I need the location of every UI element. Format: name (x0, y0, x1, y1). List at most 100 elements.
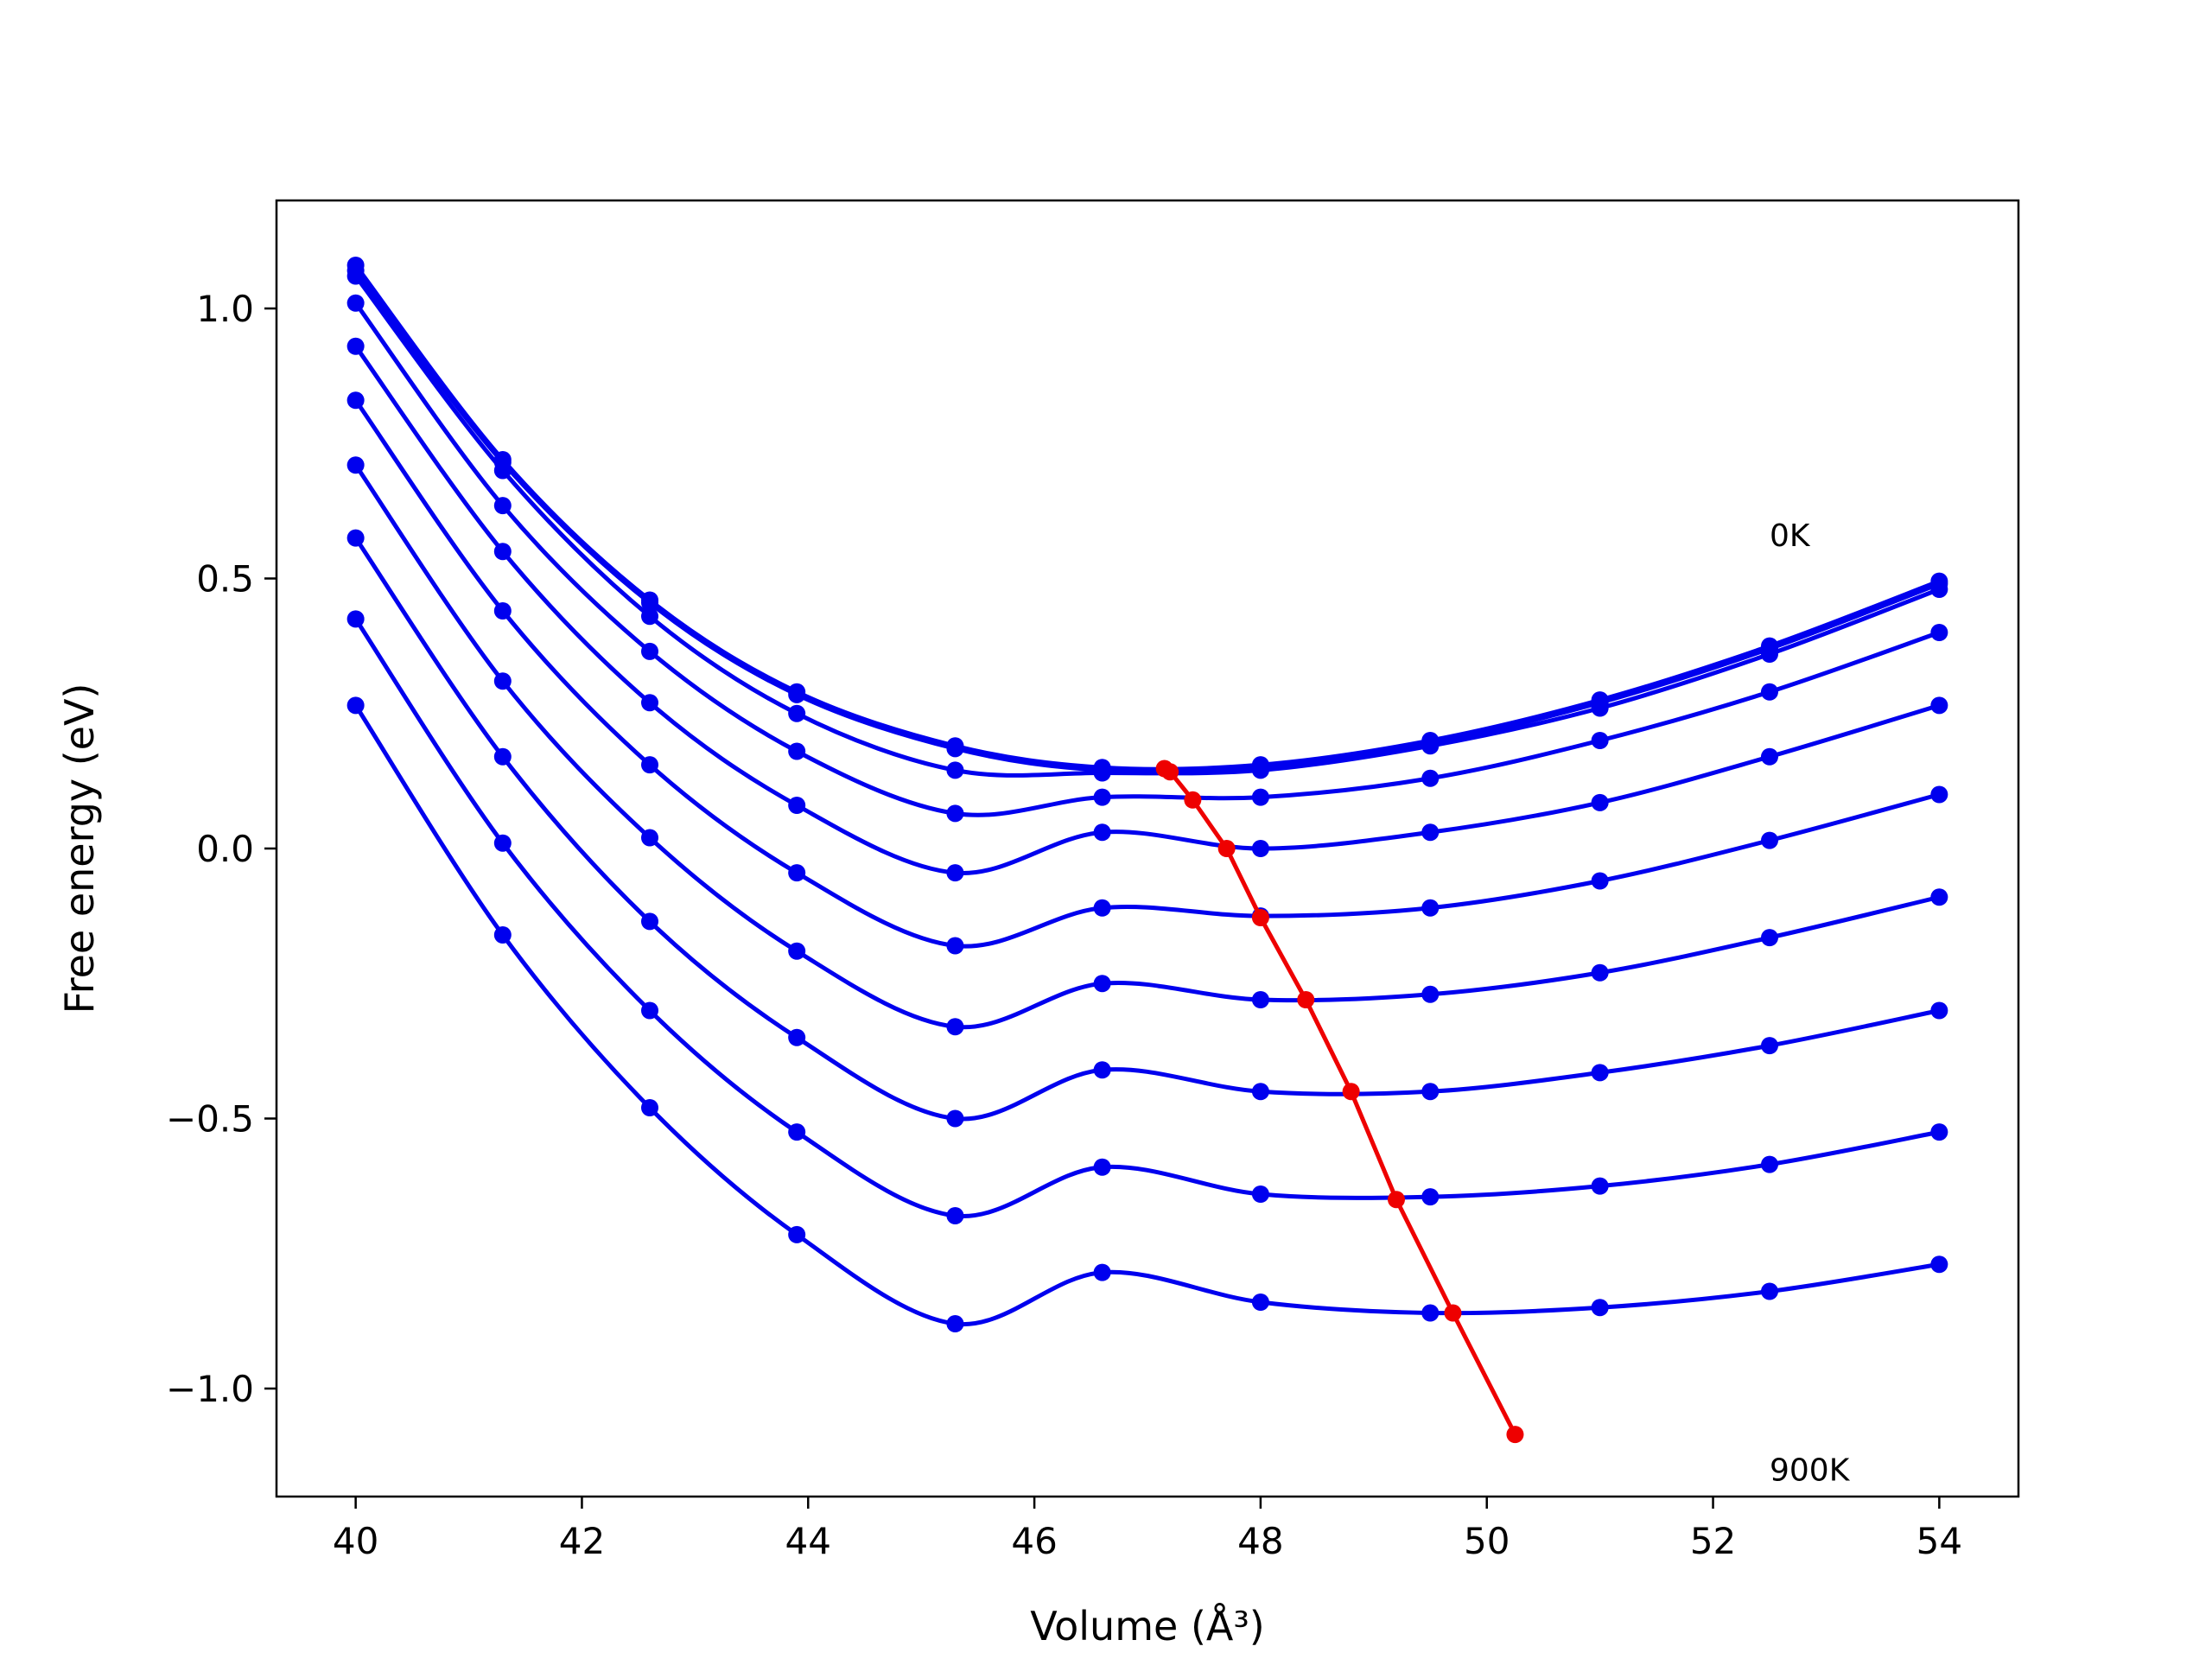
series-line-5 (353, 397, 1942, 949)
series-6-point-2 (641, 829, 658, 847)
series-8-point-1 (493, 834, 512, 852)
series-2-point-6 (1251, 761, 1269, 779)
series-6-point-8 (1591, 963, 1609, 982)
series-7-point-8 (1591, 1064, 1609, 1082)
minima-point-3 (1217, 840, 1236, 857)
series-2-point-7 (1421, 737, 1440, 755)
y-tick-label-4: 1.0 (196, 288, 254, 330)
series-7-point-3 (788, 1028, 806, 1046)
series-9-point-8 (1591, 1299, 1609, 1317)
series-5-point-3 (788, 864, 806, 882)
series-3-point-7 (1421, 769, 1440, 787)
series-3-point-8 (1591, 732, 1609, 749)
series-3-point-2 (641, 642, 658, 660)
series-8-point-10 (1930, 1123, 1948, 1141)
minima-point-8 (1444, 1304, 1462, 1322)
series-5-point-5 (1093, 899, 1111, 917)
minima-point-7 (1388, 1191, 1405, 1209)
series-2-point-3 (788, 704, 806, 722)
series-9-point-1 (493, 926, 512, 944)
series-2-point-1 (493, 461, 512, 480)
y-tick-label-1: −0.5 (166, 1098, 254, 1141)
series-7-point-1 (493, 747, 512, 766)
series-3-point-9 (1761, 683, 1778, 701)
series-3-point-3 (788, 742, 806, 760)
minima-point-1 (1161, 763, 1179, 781)
series-9-point-4 (946, 1315, 964, 1332)
series-4-point-4 (946, 864, 964, 882)
series-3-point-10 (1930, 624, 1948, 641)
series-2-point-8 (1591, 699, 1609, 717)
series-6-point-5 (1093, 975, 1111, 993)
series-9-point-10 (1930, 1255, 1948, 1274)
series-4-point-3 (788, 797, 806, 814)
series-5-point-10 (1930, 785, 1948, 804)
series-line-4 (353, 344, 1942, 875)
minima-point-2 (1184, 791, 1202, 809)
series-7-point-4 (946, 1109, 964, 1128)
series-2-point-4 (946, 761, 964, 779)
series-7-point-0 (346, 529, 365, 547)
series-5-point-9 (1761, 831, 1778, 849)
x-tick-label-5: 50 (1464, 1520, 1510, 1562)
series-6-point-7 (1421, 985, 1440, 1003)
series-2-point-10 (1930, 581, 1948, 598)
series-3-point-4 (946, 804, 964, 823)
series-6-point-0 (346, 456, 365, 474)
series-line-7 (353, 536, 1942, 1122)
series-3-point-1 (493, 497, 512, 515)
x-tick-label-2: 44 (785, 1520, 831, 1562)
series-5-point-2 (641, 756, 658, 774)
y-axis-ticks: −1.0 −0.5 0.0 0.5 1.0 (166, 288, 276, 1410)
annotations-layer: 0K 900K (1770, 518, 1851, 1488)
series-5-point-8 (1591, 872, 1609, 890)
series-9-point-0 (346, 696, 365, 715)
series-line-3 (353, 301, 1942, 817)
series-6-point-10 (1930, 888, 1948, 906)
x-axis-title: Volume (Å³) (1030, 1603, 1265, 1649)
points-layer (346, 257, 1948, 1332)
y-tick-label-0: −1.0 (166, 1368, 254, 1410)
series-6-point-1 (493, 672, 512, 690)
series-8-point-2 (641, 1001, 658, 1020)
series-5-point-1 (493, 602, 512, 620)
series-8-point-4 (946, 1207, 964, 1224)
x-tick-label-3: 46 (1011, 1520, 1057, 1562)
series-9-point-2 (641, 1099, 658, 1116)
series-4-point-5 (1093, 823, 1111, 842)
series-3-point-5 (1093, 788, 1111, 806)
series-6-point-6 (1251, 991, 1269, 1008)
series-2-point-5 (1093, 764, 1111, 782)
series-2-point-2 (641, 607, 658, 626)
series-7-point-7 (1421, 1083, 1440, 1101)
series-9-point-9 (1761, 1282, 1778, 1300)
series-4-point-1 (493, 543, 512, 561)
minima-point-9 (1506, 1426, 1524, 1444)
series-7-point-6 (1251, 1083, 1269, 1101)
annotation-0: 0K (1770, 518, 1811, 554)
series-5-point-0 (346, 391, 365, 410)
series-3-point-6 (1251, 788, 1269, 806)
series-line-8 (353, 616, 1942, 1219)
series-line-9 (353, 702, 1942, 1327)
x-tick-label-0: 40 (333, 1520, 378, 1562)
series-5-point-7 (1421, 899, 1440, 917)
series-3-point-0 (346, 294, 365, 312)
series-6-point-9 (1761, 929, 1778, 947)
series-4-point-10 (1930, 696, 1948, 715)
series-1-point-2 (641, 594, 658, 612)
y-axis-title: Free energy (eV) (56, 683, 103, 1014)
series-2-point-0 (346, 267, 365, 285)
series-9-point-7 (1421, 1304, 1440, 1322)
series-8-point-5 (1093, 1158, 1111, 1176)
x-tick-label-4: 48 (1237, 1520, 1283, 1562)
series-2-point-9 (1761, 645, 1778, 663)
y-tick-label-2: 0.0 (196, 828, 254, 870)
minima-point-4 (1251, 909, 1269, 926)
series-9-point-6 (1251, 1294, 1269, 1311)
y-tick-label-3: 0.5 (196, 558, 254, 601)
series-9-point-3 (788, 1225, 806, 1243)
series-8-point-3 (788, 1123, 806, 1141)
series-4-point-0 (346, 337, 365, 355)
series-8-point-9 (1761, 1155, 1778, 1173)
